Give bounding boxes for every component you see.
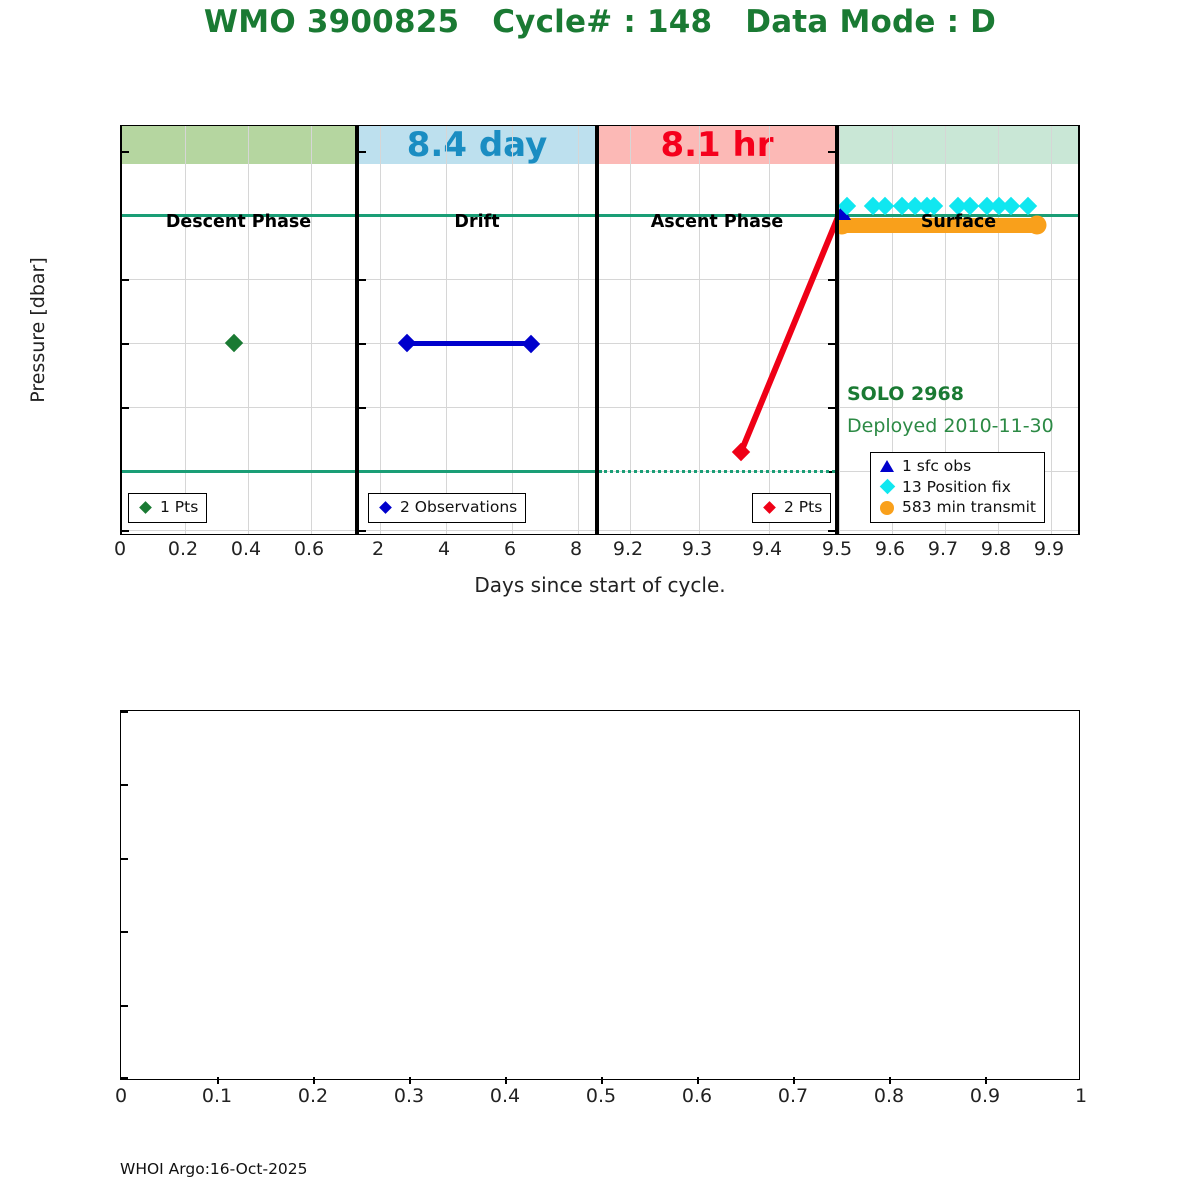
x-tick-label: 9.4 bbox=[751, 538, 783, 560]
legend-label: 2 Observations bbox=[400, 498, 518, 516]
x-tick-label: 0 bbox=[113, 538, 127, 560]
reference-line-0dbar bbox=[122, 214, 355, 217]
x-tick-label: 8 bbox=[569, 538, 583, 560]
x-tick-label: 9.8 bbox=[980, 538, 1012, 560]
x2-tick-label: 0.2 bbox=[297, 1085, 329, 1107]
descent-phase-band bbox=[122, 126, 355, 164]
deployment-date-annotation: Deployed 2010-11-30 bbox=[847, 415, 1054, 437]
panel-descent-phase bbox=[120, 125, 357, 535]
transmit-start-marker bbox=[839, 215, 852, 235]
x-tick-label: 6 bbox=[503, 538, 517, 560]
x-tick-label: 9.2 bbox=[612, 538, 644, 560]
legend-label: 1 Pts bbox=[160, 498, 199, 516]
panel-drift: 8.4 day bbox=[357, 125, 597, 535]
reference-line-2000dbar bbox=[359, 470, 595, 473]
ascent-phase-band bbox=[599, 126, 835, 164]
data-point-descent bbox=[224, 333, 244, 353]
x2-tick-label: 1 bbox=[1074, 1085, 1088, 1107]
phase-label-drift: Drift bbox=[454, 212, 500, 232]
legend-label: 583 min transmit bbox=[902, 498, 1036, 517]
reference-line-0dbar bbox=[839, 214, 1078, 217]
legend-label: 1 sfc obs bbox=[902, 457, 972, 475]
x-tick-label: 0.4 bbox=[230, 538, 262, 560]
drift-phase-band bbox=[359, 126, 595, 164]
reference-line-0dbar bbox=[359, 214, 595, 217]
x-tick-label: 2 bbox=[371, 538, 385, 560]
legend-label: 2 Pts bbox=[784, 498, 823, 516]
x2-tick-label: 0.1 bbox=[201, 1085, 233, 1107]
x-axis-title: Days since start of cycle. bbox=[474, 573, 726, 597]
x-tick-label: 9.6 bbox=[874, 538, 906, 560]
legend-ascent: 2 Pts bbox=[752, 493, 832, 523]
secondary-empty-axes: 0 0.2 0.4 0.6 0.8 1 0 0.1 0.2 0.3 0.4 0.… bbox=[115, 710, 1087, 1107]
phase-label-ascent: Ascent Phase bbox=[650, 212, 784, 232]
x2-tick-label: 0.8 bbox=[873, 1085, 905, 1107]
cycle-trajectory-chart: Pressure [dbar] Days since start of cycl… bbox=[27, 125, 1080, 597]
x2-tick-label: 0.3 bbox=[393, 1085, 425, 1107]
ascent-duration-label: 8.1 hr bbox=[660, 125, 774, 165]
x-tick-label: 0.6 bbox=[293, 538, 325, 560]
float-id-annotation: SOLO 2968 bbox=[847, 383, 964, 405]
x2-tick-label: 0.7 bbox=[777, 1085, 809, 1107]
legend-surface: 1 sfc obs 13 Position fix 583 min transm… bbox=[870, 452, 1045, 523]
legend-drift: 2 Observations bbox=[368, 493, 527, 523]
panel-ascent-phase: 8.1 hr bbox=[597, 125, 837, 535]
x2-tick-label: 0.5 bbox=[585, 1085, 617, 1107]
y-axis-title: Pressure [dbar] bbox=[27, 257, 49, 403]
transmit-duration-bar bbox=[841, 218, 1037, 233]
phase-label-surface: Surface bbox=[920, 212, 997, 232]
data-point-drift-start bbox=[397, 333, 417, 353]
x-tick-label: 9.7 bbox=[927, 538, 959, 560]
data-point-drift-end bbox=[521, 334, 541, 354]
x2-tick-label: 0 bbox=[114, 1085, 128, 1107]
reference-line-2000dbar bbox=[122, 470, 355, 473]
legend-label: 13 Position fix bbox=[902, 477, 1011, 496]
reference-line-2000dbar-dotted bbox=[599, 470, 835, 473]
x-tick-label: 9.9 bbox=[1033, 538, 1065, 560]
x2-tick-label: 0.4 bbox=[489, 1085, 521, 1107]
page-title: WMO 3900825 Cycle# : 148 Data Mode : D bbox=[203, 4, 997, 40]
drift-series-line bbox=[407, 341, 531, 346]
drift-duration-label: 8.4 day bbox=[406, 125, 548, 165]
phase-label-descent: Descent Phase bbox=[165, 212, 312, 232]
x2-tick-label: 0.9 bbox=[969, 1085, 1001, 1107]
surface-phase-band bbox=[839, 126, 1078, 164]
x2-tick-label: 0.6 bbox=[681, 1085, 713, 1107]
x-tick-label: 9.5 bbox=[821, 538, 853, 560]
footer-credit: WHOI Argo:16-Oct-2025 bbox=[120, 1160, 308, 1178]
legend-descent: 1 Pts bbox=[128, 493, 208, 523]
x-tick-label: 4 bbox=[437, 538, 451, 560]
reference-line-0dbar bbox=[599, 214, 835, 217]
ascent-series-line bbox=[738, 216, 835, 455]
x-tick-label: 0.2 bbox=[167, 538, 199, 560]
x-tick-label: 9.3 bbox=[681, 538, 713, 560]
transmit-end-marker bbox=[1027, 215, 1047, 235]
